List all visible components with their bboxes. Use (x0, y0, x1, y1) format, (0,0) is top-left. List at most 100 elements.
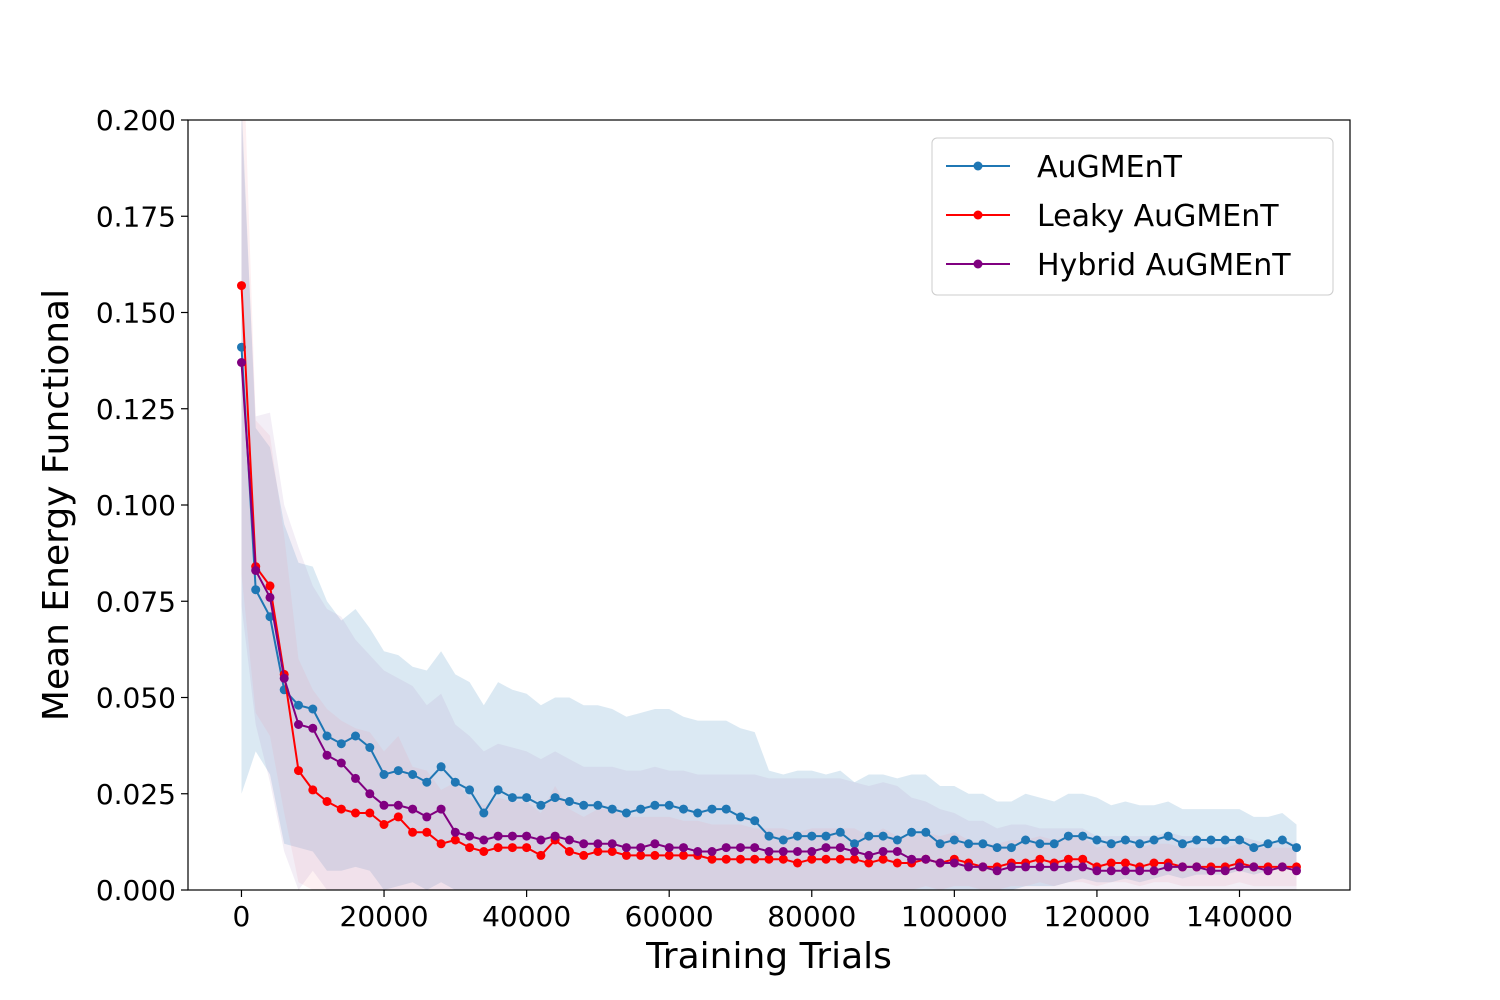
point-series-1 (436, 839, 446, 849)
point-series-1 (778, 854, 788, 864)
y-tick-label: 0.150 (96, 297, 176, 330)
legend: AuGMEnT Leaky AuGMEnT Hybrid AuGMEnT (931, 137, 1334, 296)
point-series-2 (949, 858, 959, 868)
legend-marker-0 (973, 161, 983, 171)
point-series-0 (664, 800, 674, 810)
point-series-1 (864, 858, 874, 868)
point-series-0 (422, 777, 432, 787)
point-series-2 (1049, 862, 1059, 872)
point-series-1 (593, 847, 603, 856)
y-tick-label: 0.200 (96, 104, 176, 137)
point-series-0 (1135, 839, 1145, 849)
y-tick-label: 0.100 (96, 489, 176, 522)
point-series-1 (679, 850, 688, 860)
point-series-2 (964, 862, 974, 872)
point-series-0 (1049, 839, 1059, 849)
y-tick-label: 0.125 (96, 393, 176, 426)
x-axis-label: Training Trials (645, 936, 892, 977)
point-series-2 (1021, 862, 1031, 872)
point-series-2 (721, 843, 731, 853)
point-series-2 (450, 827, 460, 837)
point-series-0 (1220, 835, 1230, 845)
point-series-0 (1263, 839, 1273, 849)
point-series-1 (807, 854, 817, 864)
x-tick-label: 40000 (482, 900, 571, 933)
x-tick-label: 60000 (625, 900, 714, 933)
point-series-0 (336, 739, 346, 749)
point-series-0 (878, 831, 888, 841)
point-series-1 (465, 843, 475, 853)
point-series-2 (736, 843, 745, 853)
point-series-0 (1006, 843, 1016, 853)
y-axis-label: Mean Energy Functional (36, 289, 77, 721)
point-series-2 (365, 789, 375, 799)
point-series-1 (536, 850, 546, 860)
point-series-2 (436, 804, 446, 814)
point-series-0 (964, 839, 974, 849)
point-series-2 (992, 866, 1002, 876)
point-series-2 (821, 843, 831, 853)
point-series-2 (835, 843, 845, 853)
point-series-0 (1120, 835, 1130, 845)
point-series-0 (1063, 831, 1073, 841)
point-series-2 (607, 839, 617, 849)
point-series-0 (251, 585, 261, 595)
point-series-0 (679, 804, 688, 814)
x-tick-label: 120000 (1043, 900, 1150, 933)
point-series-0 (821, 831, 831, 841)
point-series-1 (450, 835, 460, 845)
point-series-0 (1178, 839, 1187, 849)
point-series-2 (379, 800, 389, 810)
point-series-2 (864, 850, 874, 860)
x-tick-label: 100000 (901, 900, 1008, 933)
point-series-0 (636, 804, 646, 814)
point-series-1 (336, 804, 346, 814)
point-series-2 (1120, 866, 1130, 876)
point-series-0 (322, 731, 332, 741)
point-series-0 (436, 762, 446, 772)
point-series-1 (764, 854, 774, 864)
point-series-0 (465, 785, 475, 795)
point-series-2 (1135, 866, 1145, 876)
point-series-1 (721, 854, 731, 864)
point-series-2 (550, 831, 560, 841)
legend-label-2: Hybrid AuGMEnT (1037, 248, 1291, 283)
legend-label-0: AuGMEnT (1037, 150, 1183, 185)
point-series-1 (850, 854, 859, 864)
point-series-2 (408, 804, 418, 814)
y-tick-label: 0.075 (96, 585, 176, 618)
point-series-2 (1192, 862, 1202, 872)
point-series-2 (522, 831, 532, 841)
point-series-2 (1106, 866, 1116, 876)
point-series-2 (693, 847, 703, 856)
point-series-1 (707, 854, 717, 864)
point-series-2 (621, 843, 631, 853)
point-series-0 (707, 804, 717, 814)
point-series-0 (1092, 835, 1102, 845)
point-series-0 (479, 808, 489, 818)
point-series-2 (764, 847, 774, 856)
point-series-0 (393, 766, 403, 776)
point-series-0 (907, 827, 917, 837)
point-series-0 (949, 835, 959, 845)
point-series-2 (422, 812, 432, 822)
point-series-2 (1006, 862, 1016, 872)
point-series-0 (379, 770, 389, 779)
point-series-2 (336, 758, 346, 768)
point-series-2 (850, 847, 859, 856)
point-series-0 (850, 839, 859, 849)
point-series-0 (1235, 835, 1244, 845)
point-series-0 (892, 835, 902, 845)
point-series-2 (507, 831, 517, 841)
series-lines (237, 281, 1301, 876)
point-series-0 (1163, 831, 1173, 841)
point-series-1 (1106, 858, 1116, 868)
point-series-0 (864, 831, 874, 841)
point-series-0 (507, 793, 517, 803)
point-series-0 (493, 785, 503, 795)
point-series-0 (935, 839, 945, 849)
point-series-1 (892, 858, 902, 868)
point-series-1 (650, 850, 660, 860)
point-series-2 (1078, 862, 1088, 872)
y-axis: 0.000 0.025 0.050 0.075 0.100 0.125 0.150 0.175… (96, 104, 188, 907)
